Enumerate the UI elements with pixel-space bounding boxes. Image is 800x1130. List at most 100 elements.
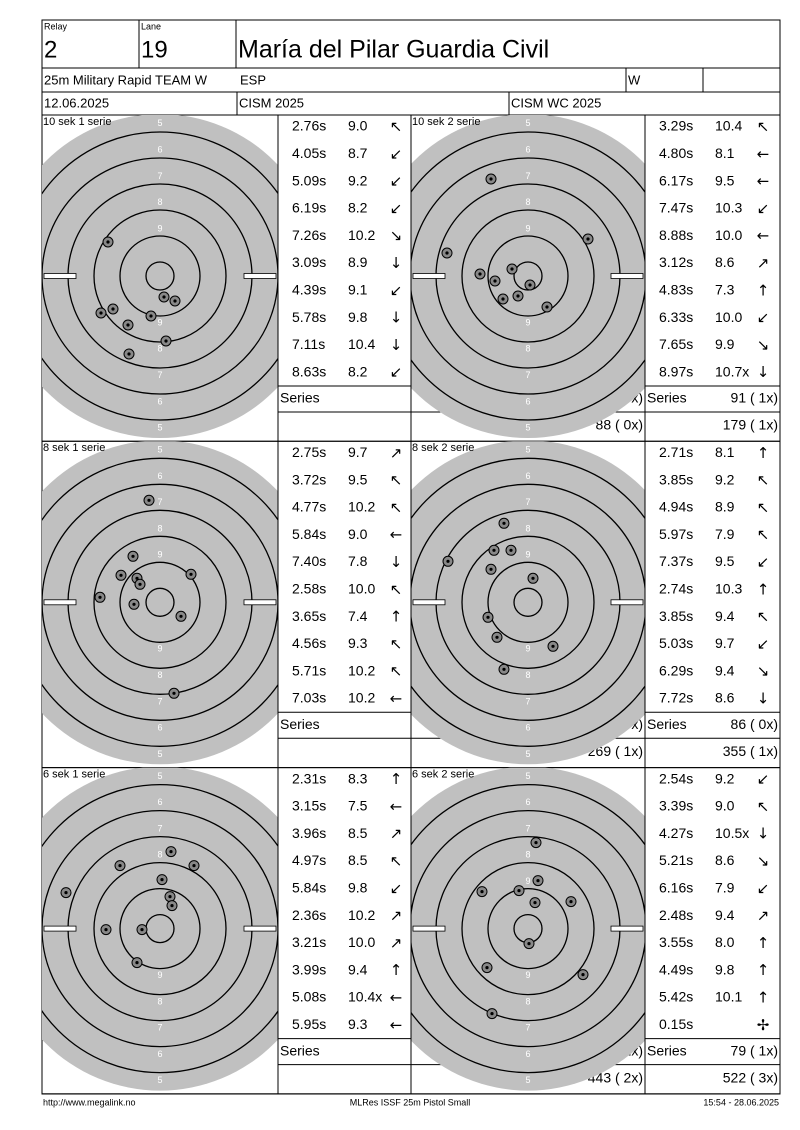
shot-score: 10.0 bbox=[715, 227, 742, 243]
hit bbox=[122, 319, 134, 331]
hit bbox=[577, 969, 589, 981]
shot-score: 9.9 bbox=[715, 336, 735, 352]
hit-center bbox=[98, 595, 102, 599]
series-label: Series bbox=[280, 390, 320, 406]
hit bbox=[128, 598, 140, 610]
ring-label: 8 bbox=[157, 197, 162, 207]
hit-center bbox=[106, 240, 110, 244]
ring-label: 8 bbox=[525, 670, 530, 680]
hit bbox=[524, 279, 536, 291]
hit-center bbox=[149, 314, 153, 318]
shot-time: 5.84s bbox=[292, 526, 326, 542]
hit bbox=[169, 295, 181, 307]
shot-direction: ← bbox=[390, 797, 403, 815]
ring-label: 7 bbox=[525, 823, 530, 833]
footer-software: MLRes ISSF 25m Pistol Small bbox=[350, 1097, 471, 1107]
footer-url: http://www.megalink.no bbox=[43, 1097, 136, 1107]
ring-label: 5 bbox=[525, 1075, 530, 1085]
ring bbox=[42, 483, 278, 721]
shot-score: 8.5 bbox=[348, 852, 368, 868]
shot-score: 9.0 bbox=[348, 526, 368, 542]
target-face bbox=[411, 115, 645, 438]
hit bbox=[498, 517, 510, 529]
hit-center bbox=[162, 295, 166, 299]
ring-label: 7 bbox=[525, 370, 530, 380]
shot-direction: ↑ bbox=[390, 961, 403, 979]
ring-label: 6 bbox=[157, 723, 162, 733]
ring-label: 7 bbox=[157, 696, 162, 706]
ring bbox=[411, 783, 645, 1074]
shot-score: 9.4 bbox=[715, 907, 735, 923]
ring-label: 5 bbox=[525, 444, 530, 454]
hit-center bbox=[516, 294, 520, 298]
shot-score: 9.2 bbox=[715, 770, 735, 786]
shot-time: 4.49s bbox=[659, 961, 693, 977]
shot-time: 7.40s bbox=[292, 553, 326, 569]
hit bbox=[530, 837, 542, 849]
shot-score: 10.2 bbox=[348, 499, 375, 515]
shot-time: 5.84s bbox=[292, 880, 326, 896]
ring bbox=[461, 861, 595, 996]
shot-time: 4.80s bbox=[659, 145, 693, 161]
hit bbox=[485, 563, 497, 575]
hit-center bbox=[569, 900, 573, 904]
hit-center bbox=[445, 251, 449, 255]
shot-score: 9.1 bbox=[348, 282, 368, 298]
shot-direction: ← bbox=[390, 690, 403, 708]
shot-score: 8.5 bbox=[348, 825, 368, 841]
shot-score: 9.5 bbox=[715, 553, 735, 569]
shot-time: 3.99s bbox=[292, 961, 326, 977]
shot-time: 5.42s bbox=[659, 989, 693, 1005]
relay-label: Relay bbox=[44, 21, 68, 31]
hit-center bbox=[131, 554, 135, 558]
side-bar bbox=[243, 925, 277, 932]
ring-label: 5 bbox=[157, 1075, 162, 1085]
hit-center bbox=[495, 635, 499, 639]
total-score: 88 ( 0x) bbox=[596, 417, 643, 433]
shot-time: 7.37s bbox=[659, 553, 693, 569]
hit bbox=[60, 887, 72, 899]
ring-label: 8 bbox=[525, 197, 530, 207]
side-bar bbox=[412, 273, 446, 279]
ring-label: 5 bbox=[157, 444, 162, 454]
gender: W bbox=[628, 72, 641, 87]
hit bbox=[441, 247, 453, 259]
hit bbox=[175, 610, 187, 622]
hit-center bbox=[179, 614, 183, 618]
hit-center bbox=[104, 928, 108, 932]
shot-direction: ← bbox=[390, 989, 403, 1007]
ring-label: 5 bbox=[157, 771, 162, 781]
match: CISM WC 2025 bbox=[511, 95, 601, 110]
panel-title: 8 sek 2 serie bbox=[412, 442, 474, 454]
shot-direction: ↑ bbox=[757, 934, 770, 952]
hit bbox=[482, 611, 494, 623]
hit-center bbox=[534, 841, 538, 845]
shot-score: 10.0 bbox=[348, 581, 375, 597]
ring bbox=[461, 535, 595, 669]
ring-label: 5 bbox=[157, 749, 162, 759]
panel-title: 6 sek 2 serie bbox=[412, 769, 474, 781]
hit-center bbox=[502, 521, 506, 525]
hit-center bbox=[533, 901, 537, 905]
ring-label: 7 bbox=[157, 823, 162, 833]
hit-center bbox=[536, 879, 540, 883]
hit-center bbox=[528, 283, 532, 287]
shot-score: 9.7 bbox=[348, 444, 368, 460]
ring bbox=[42, 157, 278, 395]
shot-direction: ↘ bbox=[757, 852, 770, 870]
ring-label: 9 bbox=[525, 876, 530, 886]
shot-direction: ↙ bbox=[757, 553, 770, 571]
ring-label: 6 bbox=[525, 723, 530, 733]
hit bbox=[95, 307, 107, 319]
ring-label: 6 bbox=[525, 1049, 530, 1059]
shot-time: 3.65s bbox=[292, 608, 326, 624]
shot-score: 8.3 bbox=[348, 770, 368, 786]
ring-label: 5 bbox=[157, 423, 162, 433]
shot-direction: ↖ bbox=[390, 852, 403, 870]
shot-time: 2.48s bbox=[659, 907, 693, 923]
hit bbox=[102, 236, 114, 248]
lane: 19 bbox=[141, 36, 168, 63]
